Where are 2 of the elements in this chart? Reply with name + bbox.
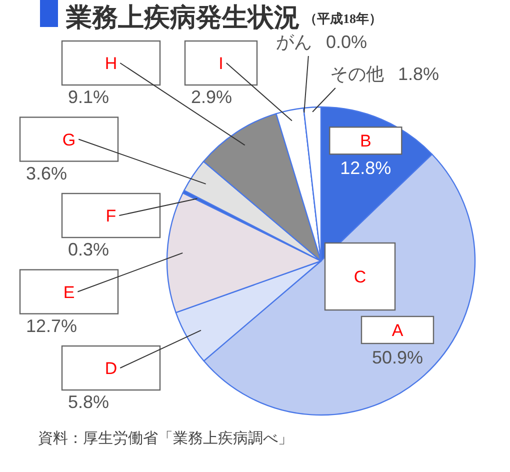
- title: 業務上疾病発生状況: [66, 3, 300, 32]
- subtitle: （平成18年）: [304, 11, 382, 26]
